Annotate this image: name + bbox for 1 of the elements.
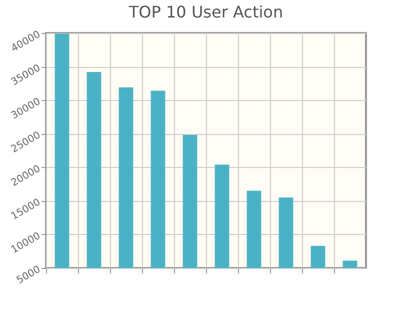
chart-title: TOP 10 User Action bbox=[128, 2, 284, 22]
